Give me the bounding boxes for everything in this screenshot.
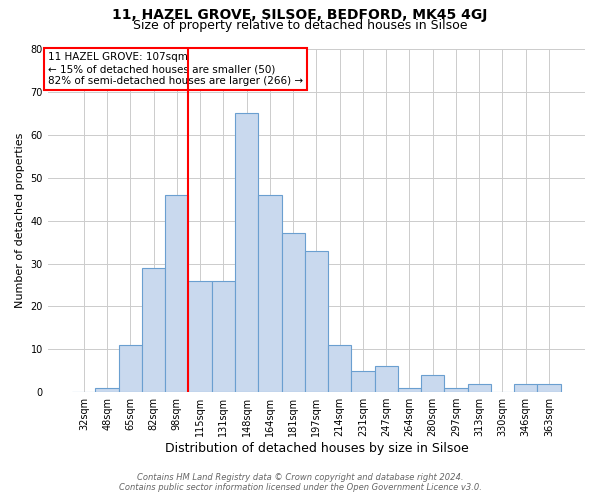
Bar: [119, 345, 142, 392]
X-axis label: Distribution of detached houses by size in Silsoe: Distribution of detached houses by size …: [164, 442, 468, 455]
Bar: [95, 388, 119, 392]
Bar: [258, 195, 281, 392]
Text: 11, HAZEL GROVE, SILSOE, BEDFORD, MK45 4GJ: 11, HAZEL GROVE, SILSOE, BEDFORD, MK45 4…: [112, 8, 488, 22]
Bar: [538, 384, 560, 392]
Bar: [398, 388, 421, 392]
Bar: [421, 375, 445, 392]
Y-axis label: Number of detached properties: Number of detached properties: [15, 133, 25, 308]
Bar: [235, 114, 258, 392]
Text: Size of property relative to detached houses in Silsoe: Size of property relative to detached ho…: [133, 18, 467, 32]
Bar: [165, 195, 188, 392]
Bar: [351, 371, 374, 392]
Bar: [142, 268, 165, 392]
Bar: [305, 250, 328, 392]
Bar: [328, 345, 351, 392]
Bar: [212, 280, 235, 392]
Text: Contains HM Land Registry data © Crown copyright and database right 2024.
Contai: Contains HM Land Registry data © Crown c…: [119, 473, 481, 492]
Bar: [188, 280, 212, 392]
Text: 11 HAZEL GROVE: 107sqm
← 15% of detached houses are smaller (50)
82% of semi-det: 11 HAZEL GROVE: 107sqm ← 15% of detached…: [48, 52, 303, 86]
Bar: [281, 234, 305, 392]
Bar: [467, 384, 491, 392]
Bar: [514, 384, 538, 392]
Bar: [374, 366, 398, 392]
Bar: [445, 388, 467, 392]
